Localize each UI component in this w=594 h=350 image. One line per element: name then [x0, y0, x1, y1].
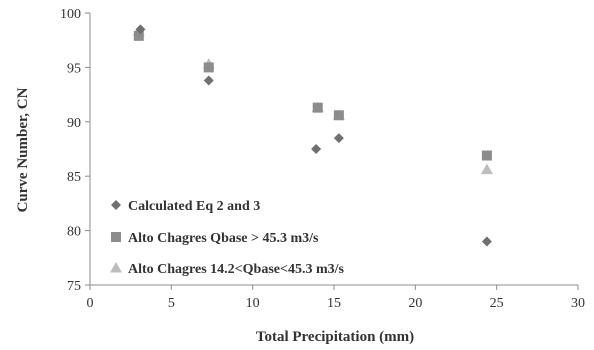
y-axis-title: Curve Number, CN [15, 87, 31, 212]
diamond-point [203, 75, 214, 86]
legend-label: Alto Chagres 14.2<Qbase<45.3 m3/s [128, 262, 345, 277]
x-axis-title: Total Precipitation (mm) [256, 329, 414, 345]
x-ticks: 0 5 10 15 20 25 30 [87, 285, 585, 311]
y-tick-label: 95 [67, 61, 81, 76]
x-tick-label: 25 [490, 296, 504, 311]
square-point [481, 150, 492, 161]
x-tick-label: 10 [246, 296, 260, 311]
x-tick-label: 15 [327, 296, 341, 311]
square-point [312, 102, 323, 113]
legend-square-marker [111, 232, 121, 242]
y-ticks: 75 80 85 90 95 100 [60, 7, 90, 294]
y-tick-label: 90 [67, 116, 81, 131]
diamond-point [311, 144, 322, 154]
square-point [333, 110, 344, 121]
legend-diamond-marker [111, 200, 121, 210]
square-point [133, 30, 144, 41]
legend-triangle-marker [110, 262, 122, 273]
square-point [203, 62, 214, 73]
x-tick-label: 5 [168, 296, 175, 311]
x-tick-label: 20 [408, 296, 422, 311]
x-tick-label: 30 [571, 296, 585, 311]
diamond-point [333, 133, 344, 144]
diamond-point [481, 236, 492, 247]
y-tick-label: 85 [67, 170, 81, 185]
legend: Calculated Eq 2 and 3 Alto Chagres Qbase … [110, 199, 345, 277]
y-tick-label: 80 [67, 225, 81, 240]
legend-label: Calculated Eq 2 and 3 [128, 199, 260, 214]
diamond-point [135, 24, 146, 35]
x-tick-label: 0 [87, 296, 94, 311]
y-tick-label: 75 [67, 279, 81, 294]
legend-label: Alto Chagres Qbase > 45.3 m3/s [128, 231, 319, 246]
y-tick-label: 100 [60, 7, 81, 22]
data-marks [132, 24, 493, 247]
triangle-point [480, 163, 493, 175]
